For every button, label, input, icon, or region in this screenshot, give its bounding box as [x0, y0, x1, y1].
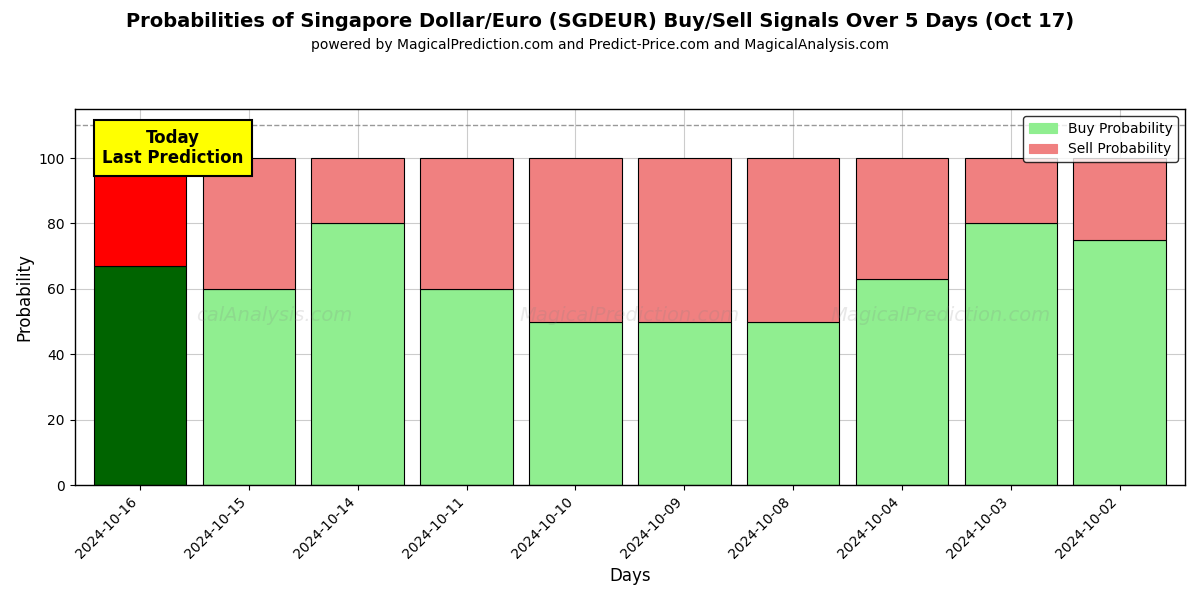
Legend: Buy Probability, Sell Probability: Buy Probability, Sell Probability: [1024, 116, 1178, 162]
Bar: [312, 223, 404, 485]
Bar: [1074, 240, 1166, 485]
Bar: [94, 158, 186, 266]
Bar: [203, 289, 295, 485]
Bar: [420, 158, 512, 289]
Bar: [856, 279, 948, 485]
Bar: [746, 158, 839, 322]
Bar: [965, 158, 1057, 223]
X-axis label: Days: Days: [610, 567, 650, 585]
Bar: [94, 266, 186, 485]
Bar: [856, 158, 948, 279]
Text: powered by MagicalPrediction.com and Predict-Price.com and MagicalAnalysis.com: powered by MagicalPrediction.com and Pre…: [311, 38, 889, 52]
Bar: [746, 322, 839, 485]
Bar: [638, 322, 731, 485]
Text: MagicalPrediction.com: MagicalPrediction.com: [830, 307, 1051, 325]
Bar: [312, 158, 404, 223]
Text: calAnalysis.com: calAnalysis.com: [197, 307, 353, 325]
Bar: [420, 289, 512, 485]
Text: Today
Last Prediction: Today Last Prediction: [102, 128, 244, 167]
Text: MagicalPrediction.com: MagicalPrediction.com: [520, 307, 740, 325]
Bar: [529, 158, 622, 322]
Bar: [203, 158, 295, 289]
Bar: [529, 322, 622, 485]
Bar: [965, 223, 1057, 485]
Bar: [1074, 158, 1166, 240]
Text: Probabilities of Singapore Dollar/Euro (SGDEUR) Buy/Sell Signals Over 5 Days (Oc: Probabilities of Singapore Dollar/Euro (…: [126, 12, 1074, 31]
Bar: [638, 158, 731, 322]
Y-axis label: Probability: Probability: [16, 253, 34, 341]
